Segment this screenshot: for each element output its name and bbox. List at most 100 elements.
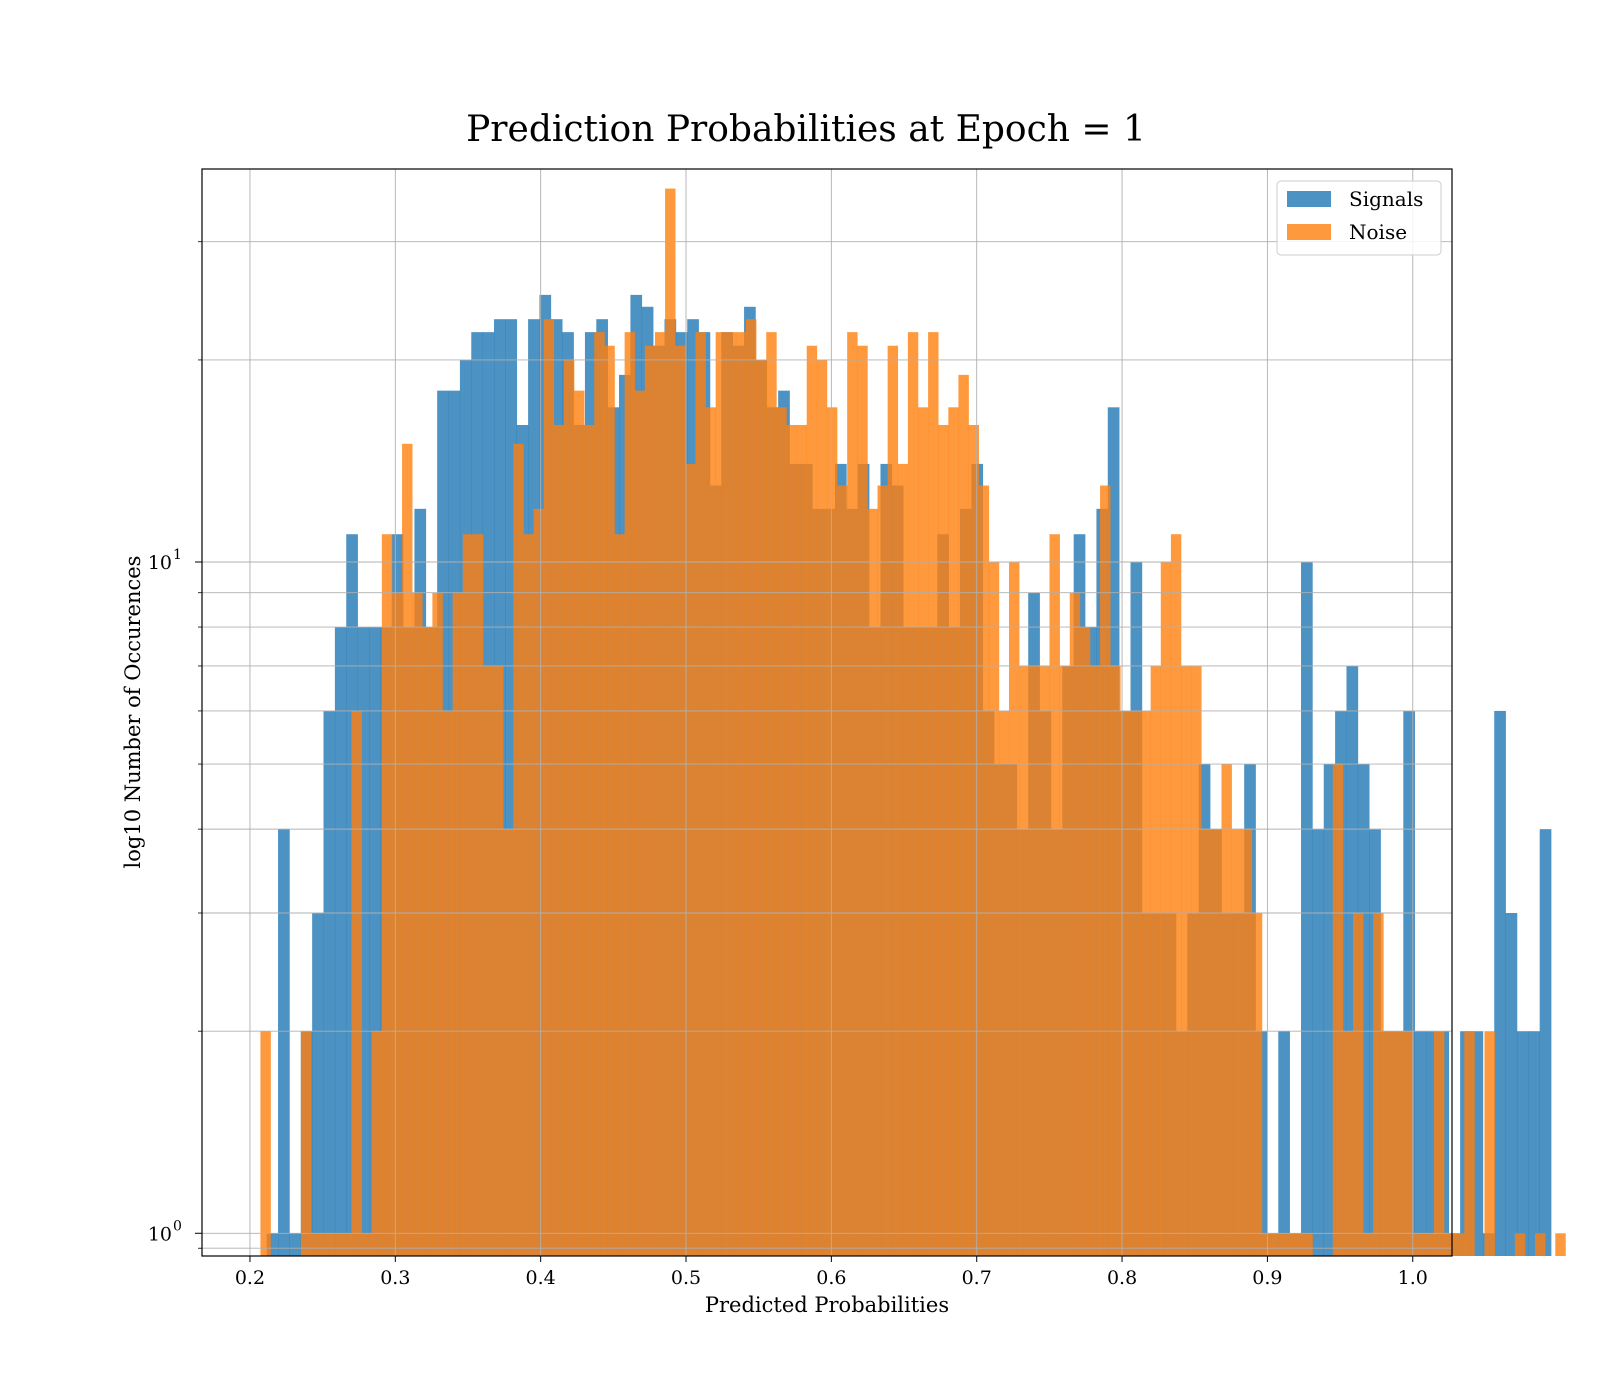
noise-bar bbox=[958, 374, 969, 1256]
noise-bar bbox=[867, 508, 878, 1257]
noise-bar bbox=[482, 665, 494, 1256]
noise-bar bbox=[998, 710, 1010, 1256]
noise-bar bbox=[1514, 1233, 1526, 1256]
noise-bar bbox=[1150, 665, 1162, 1256]
noise-bar bbox=[604, 345, 615, 1257]
signals-bar bbox=[1312, 829, 1325, 1256]
signals-bar bbox=[323, 710, 336, 1256]
noise-bar bbox=[756, 359, 767, 1256]
noise-bar bbox=[503, 829, 514, 1256]
signals-bar bbox=[278, 829, 290, 1256]
noise-bar bbox=[1181, 665, 1192, 1256]
legend-label-signals: Signals bbox=[1349, 187, 1423, 211]
x-axis-label: Predicted Probabilities bbox=[705, 1293, 949, 1317]
noise-bar bbox=[917, 407, 929, 1256]
noise-bar bbox=[321, 1233, 332, 1256]
noise-bar bbox=[1535, 1233, 1546, 1256]
noise-bar bbox=[1393, 1031, 1404, 1256]
noise-bar bbox=[361, 1233, 373, 1256]
signals-bar bbox=[1414, 1031, 1427, 1256]
plot-frame bbox=[201, 168, 1453, 1257]
noise-bar bbox=[1079, 627, 1091, 1256]
noise-bar bbox=[422, 627, 433, 1256]
noise-bar bbox=[1201, 829, 1212, 1256]
noise-bar bbox=[493, 665, 504, 1256]
noise-bar bbox=[452, 592, 464, 1256]
noise-bar bbox=[594, 332, 605, 1256]
noise-bar bbox=[1373, 912, 1384, 1256]
noise-bar bbox=[968, 424, 979, 1257]
signals-bar bbox=[357, 627, 370, 1256]
noise-bar bbox=[654, 332, 666, 1256]
x-tick-label: 0.6 bbox=[816, 1267, 846, 1289]
noise-bar bbox=[1029, 665, 1040, 1256]
y-tick-exponent: 1 bbox=[173, 547, 182, 563]
noise-bar bbox=[1332, 764, 1344, 1256]
noise-bar bbox=[1302, 1233, 1313, 1256]
noise-bar bbox=[877, 485, 888, 1256]
noise-bar bbox=[806, 345, 818, 1257]
noise-bar bbox=[826, 407, 838, 1256]
y-tick-exponent: 0 bbox=[173, 1218, 182, 1234]
x-axis-ticks: 0.2 0.3 0.4 0.5 0.6 0.7 0.8 0.9 1.0 bbox=[235, 1256, 1428, 1289]
noise-bar bbox=[1130, 710, 1141, 1256]
noise-bar bbox=[513, 443, 524, 1256]
noise-bar bbox=[1403, 1031, 1414, 1256]
y-tick-label: 10 bbox=[148, 1223, 172, 1245]
legend: Signals Noise bbox=[1276, 180, 1442, 256]
signals-bar bbox=[1539, 829, 1552, 1256]
legend-swatch-noise bbox=[1287, 224, 1331, 240]
chart-title: Prediction Probabilities at Epoch = 1 bbox=[466, 109, 1146, 150]
noise-bar bbox=[1100, 485, 1111, 1256]
noise-bar bbox=[462, 534, 474, 1256]
noise-bar bbox=[1191, 665, 1202, 1256]
noise-bar bbox=[331, 1233, 342, 1256]
noise-bar bbox=[1555, 1233, 1566, 1256]
noise-bar bbox=[1464, 1031, 1475, 1256]
noise-bar bbox=[725, 332, 737, 1256]
noise-bar bbox=[472, 534, 484, 1256]
noise-bar bbox=[786, 424, 797, 1257]
noise-bar bbox=[1413, 1233, 1425, 1256]
noise-bar bbox=[938, 424, 949, 1257]
noise-bar bbox=[665, 188, 676, 1256]
noise-bar bbox=[948, 407, 959, 1256]
x-tick-label: 0.4 bbox=[526, 1267, 556, 1289]
x-tick-label: 1.0 bbox=[1398, 1267, 1428, 1289]
noise-bar bbox=[402, 443, 413, 1256]
noise-bar bbox=[988, 562, 1000, 1256]
noise-bar bbox=[816, 359, 828, 1256]
noise-bar bbox=[715, 332, 727, 1256]
noise-bar bbox=[1282, 1233, 1293, 1256]
noise-bar bbox=[837, 485, 848, 1256]
noise-bar bbox=[928, 332, 939, 1256]
noise-bar bbox=[311, 1233, 322, 1256]
signals-bar bbox=[1357, 764, 1370, 1256]
signals-bar bbox=[1346, 665, 1359, 1256]
signals-bar bbox=[1403, 710, 1415, 1256]
noise-bar bbox=[907, 332, 919, 1256]
noise-bars bbox=[260, 188, 1566, 1257]
gridlines bbox=[202, 169, 1452, 1256]
signals-bar bbox=[1494, 710, 1506, 1256]
noise-bar bbox=[1352, 912, 1364, 1256]
noise-bar bbox=[1009, 562, 1020, 1256]
noise-bar bbox=[675, 345, 686, 1257]
noise-bar bbox=[391, 592, 403, 1256]
noise-bar bbox=[1383, 1031, 1394, 1256]
noise-bar bbox=[887, 345, 899, 1257]
noise-bar bbox=[371, 1031, 383, 1256]
x-tick-label: 0.5 bbox=[671, 1267, 701, 1289]
noise-bar bbox=[857, 345, 868, 1257]
signals-bar bbox=[368, 627, 381, 1256]
y-axis-label: log10 Number of Occurences bbox=[121, 556, 145, 869]
signals-bar bbox=[266, 1233, 279, 1256]
signals-bar bbox=[1528, 1031, 1541, 1256]
noise-bar bbox=[644, 345, 656, 1257]
signals-bar bbox=[1278, 1031, 1290, 1256]
noise-bar bbox=[634, 390, 646, 1256]
noise-bar bbox=[533, 508, 544, 1257]
noise-bar bbox=[735, 332, 747, 1256]
noise-bar bbox=[1110, 665, 1121, 1256]
